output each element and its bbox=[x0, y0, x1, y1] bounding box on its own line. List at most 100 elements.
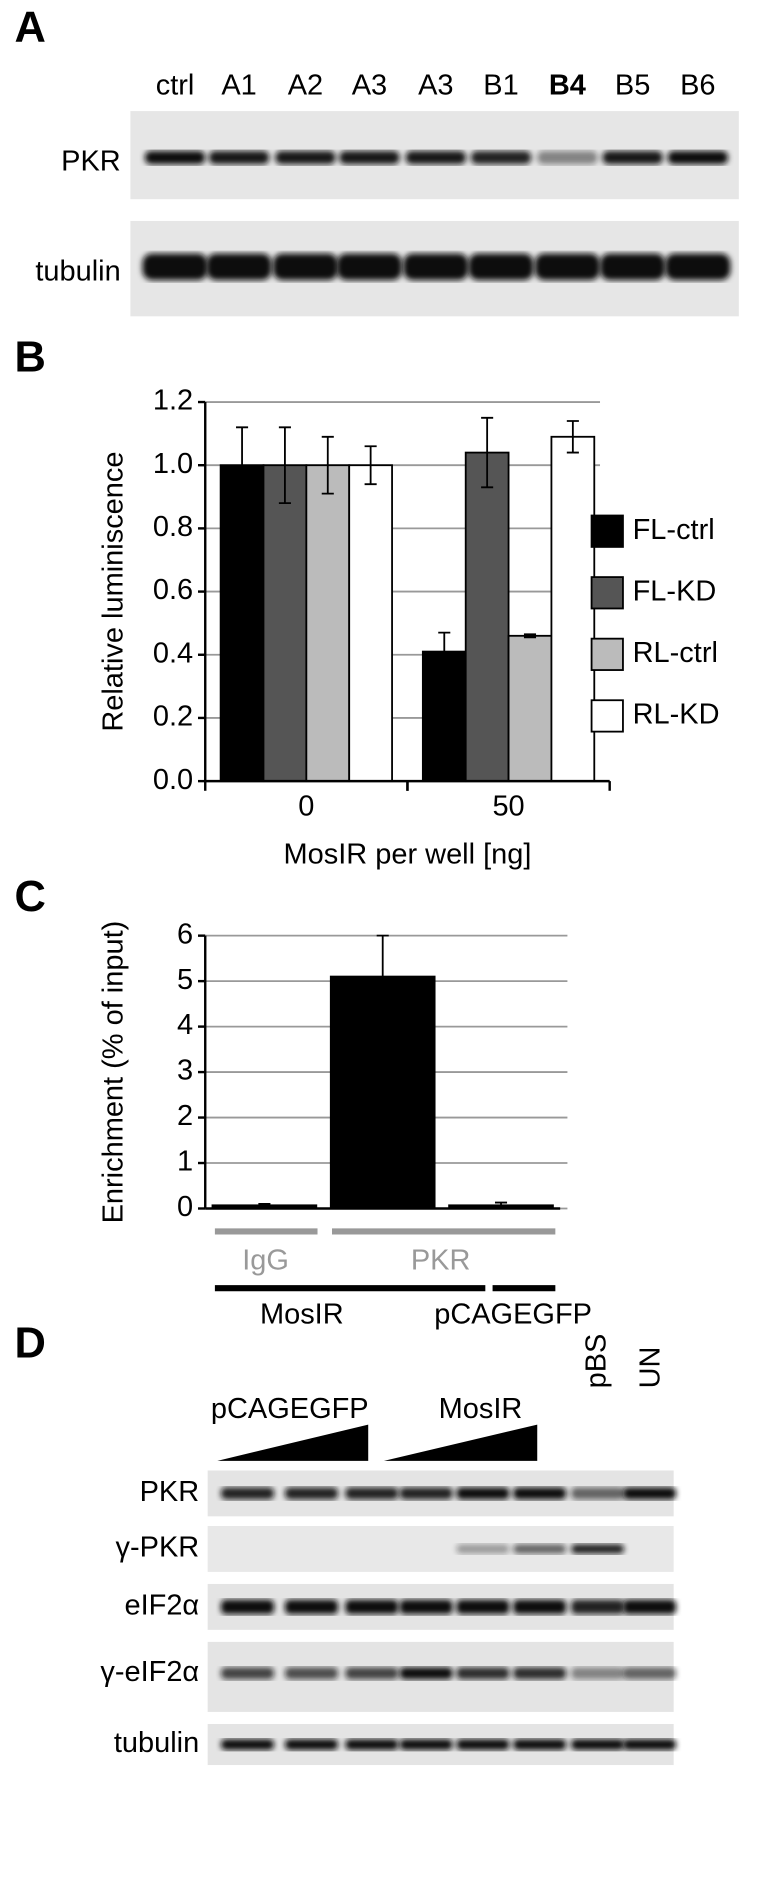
lane-label: B4 bbox=[549, 70, 586, 102]
band bbox=[622, 1487, 677, 1500]
error-bar bbox=[481, 416, 494, 489]
legend-swatch bbox=[590, 699, 624, 733]
row-label: tubulin bbox=[114, 1727, 199, 1759]
band bbox=[284, 1599, 339, 1615]
y-tick-label: 3 bbox=[177, 1055, 193, 1087]
band bbox=[665, 253, 731, 281]
annotation: MosIR bbox=[260, 1299, 344, 1331]
band bbox=[468, 253, 534, 281]
band bbox=[571, 1667, 625, 1680]
group-label: MosIR bbox=[439, 1393, 523, 1425]
band bbox=[513, 1487, 567, 1500]
band bbox=[208, 150, 270, 165]
panel-label: C bbox=[14, 873, 45, 921]
error-bar bbox=[438, 631, 451, 672]
y-tick-label: 0.2 bbox=[153, 701, 193, 733]
band bbox=[622, 1739, 677, 1750]
y-tick-label: 0.6 bbox=[153, 574, 193, 606]
band bbox=[144, 150, 206, 165]
lane-label: ctrl bbox=[156, 70, 195, 102]
band bbox=[275, 150, 336, 165]
panel-label: A bbox=[14, 4, 45, 52]
band bbox=[513, 1667, 567, 1680]
row-label: tubulin bbox=[35, 256, 120, 288]
lane-label: A1 bbox=[221, 70, 256, 102]
annotation: IgG bbox=[242, 1244, 289, 1276]
legend-swatch bbox=[590, 576, 624, 610]
legend-swatch bbox=[590, 514, 624, 548]
y-tick-label: 1.2 bbox=[153, 385, 193, 417]
legend-swatch bbox=[590, 637, 624, 671]
y-tick-label: 6 bbox=[177, 918, 193, 950]
band bbox=[667, 150, 728, 165]
y-tick-label: 0.4 bbox=[153, 637, 193, 669]
group-label: pCAGEGFP bbox=[211, 1393, 369, 1425]
gradient-triangle bbox=[217, 1424, 369, 1461]
band bbox=[399, 1739, 453, 1750]
band bbox=[456, 1739, 510, 1750]
band bbox=[600, 253, 666, 281]
y-tick-label: 0 bbox=[177, 1191, 193, 1223]
band bbox=[206, 253, 272, 281]
band bbox=[602, 150, 663, 165]
y-tick-label: 2 bbox=[177, 1100, 193, 1132]
error-bar bbox=[523, 633, 537, 639]
band bbox=[284, 1739, 339, 1750]
y-tick-label: 4 bbox=[177, 1009, 193, 1041]
panel-label: B bbox=[14, 333, 45, 381]
figure-layer bbox=[130, 111, 739, 1766]
x-tick-label: 0 bbox=[298, 790, 314, 822]
row-label: eIF2α bbox=[124, 1590, 199, 1622]
error-bar bbox=[376, 934, 389, 1019]
band bbox=[220, 1599, 275, 1615]
x-axis-label: MosIR per well [ng] bbox=[283, 839, 531, 871]
row-label: γ-PKR bbox=[115, 1532, 199, 1564]
band bbox=[220, 1487, 275, 1500]
error-bar bbox=[278, 426, 291, 505]
legend-label: FL-ctrl bbox=[633, 514, 715, 546]
gradient-triangle bbox=[383, 1424, 538, 1461]
row-label: PKR bbox=[61, 146, 121, 178]
band bbox=[345, 1487, 399, 1500]
band bbox=[571, 1544, 625, 1554]
band bbox=[284, 1667, 339, 1680]
error-bar bbox=[566, 420, 579, 454]
band bbox=[339, 150, 400, 165]
x-tick-label: 50 bbox=[492, 790, 524, 822]
band bbox=[399, 1667, 453, 1680]
band bbox=[571, 1487, 625, 1500]
panel-label: D bbox=[14, 1320, 45, 1368]
band bbox=[513, 1599, 567, 1615]
bar bbox=[305, 464, 351, 783]
lane-label: B6 bbox=[680, 70, 715, 102]
band bbox=[405, 150, 467, 165]
band bbox=[513, 1544, 567, 1554]
lane-label: A3 bbox=[352, 70, 387, 102]
y-axis-label: Enrichment (% of input) bbox=[97, 921, 129, 1224]
lane-label: A2 bbox=[288, 70, 323, 102]
band bbox=[336, 253, 403, 281]
y-tick-label: 1 bbox=[177, 1146, 193, 1178]
bar bbox=[550, 435, 596, 783]
band bbox=[470, 150, 532, 165]
lane-label: B1 bbox=[483, 70, 518, 102]
band bbox=[345, 1739, 399, 1750]
error-bar bbox=[236, 426, 249, 505]
error-bar bbox=[258, 1203, 271, 1208]
lane-label: B5 bbox=[615, 70, 650, 102]
band bbox=[345, 1599, 399, 1615]
band bbox=[571, 1599, 625, 1615]
legend-label: RL-ctrl bbox=[633, 637, 718, 669]
band bbox=[622, 1667, 677, 1680]
annotation: pCAGEGFP bbox=[434, 1299, 592, 1331]
band bbox=[220, 1739, 275, 1750]
band bbox=[220, 1667, 275, 1680]
y-tick-label: 1.0 bbox=[153, 448, 193, 480]
lane-label: pBS bbox=[580, 1334, 612, 1389]
bar bbox=[348, 464, 393, 783]
bar bbox=[464, 451, 510, 783]
band bbox=[399, 1487, 453, 1500]
band bbox=[456, 1667, 510, 1680]
annotation: PKR bbox=[411, 1244, 471, 1276]
